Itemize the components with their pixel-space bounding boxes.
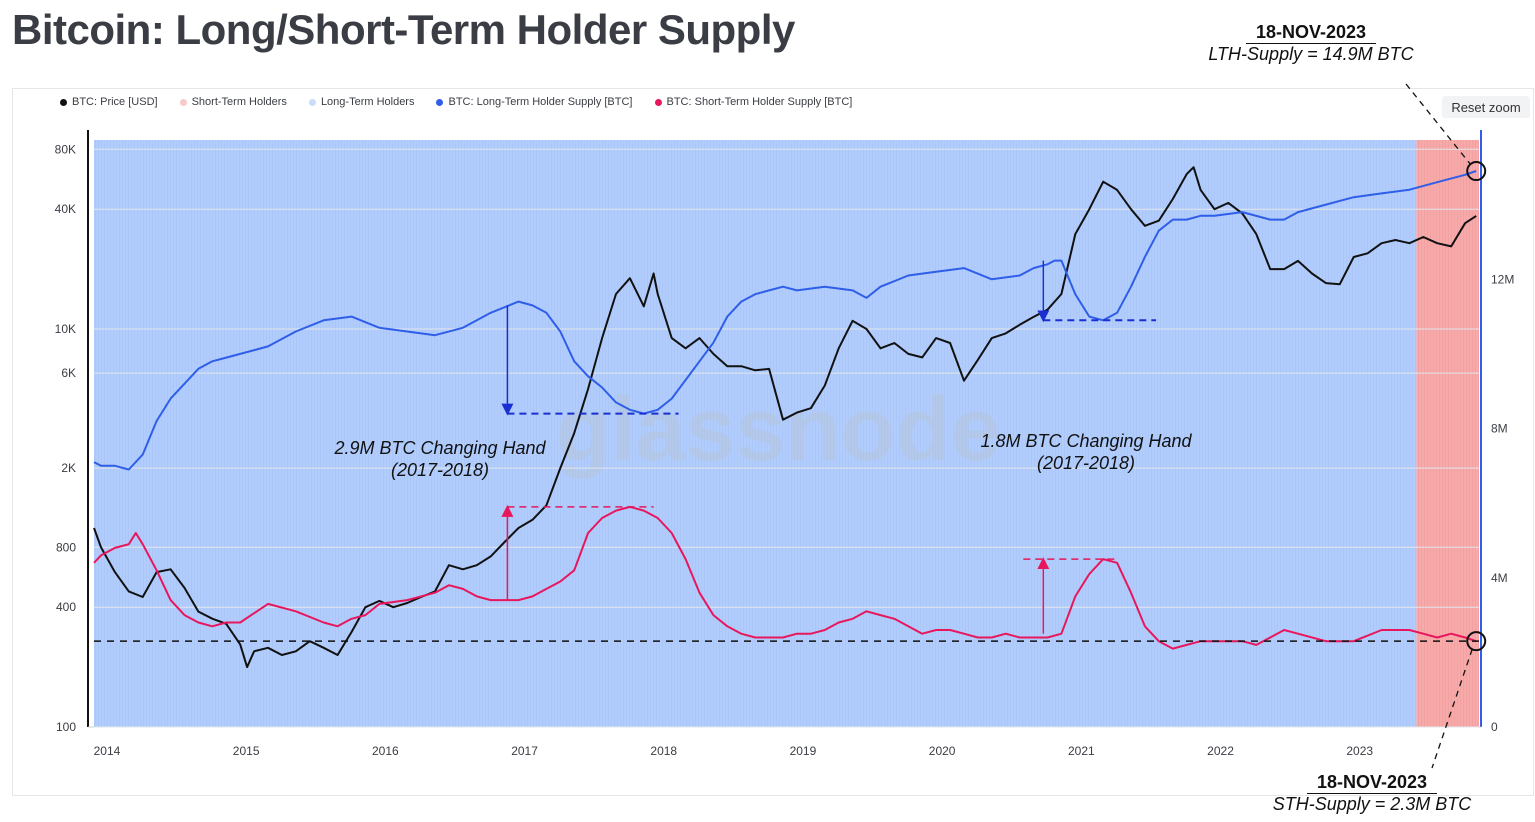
lth-callout-value: LTH-Supply = 14.9M BTC xyxy=(1208,44,1414,64)
lth-supply-line xyxy=(93,170,1477,471)
legend-item-sth-supply[interactable]: BTC: Short-Term Holder Supply [BTC] xyxy=(654,96,853,108)
sth-leader-line xyxy=(1431,648,1473,769)
y-left-tick-label: 100 xyxy=(56,720,76,734)
annotation-2017-line1: 2.9M BTC Changing Hand xyxy=(334,438,546,458)
legend-dot-sth-area xyxy=(179,98,187,106)
x-tick-label: 2023 xyxy=(1346,744,1373,758)
legend-dot-sth-supply xyxy=(654,98,662,106)
legend-item-lth-area[interactable]: Long-Term Holders xyxy=(308,96,415,108)
legend-item-price[interactable]: BTC: Price [USD] xyxy=(60,96,158,108)
legend-label-sth-supply: BTC: Short-Term Holder Supply [BTC] xyxy=(666,96,853,108)
legend-label-lth-area: Long-Term Holders xyxy=(320,96,415,108)
annotation-2021: 1.8M BTC Changing Hand (2017-2018) xyxy=(956,430,1216,474)
x-tick-label: 2014 xyxy=(94,744,121,758)
x-tick-label: 2020 xyxy=(929,744,956,758)
y-right-tick-label: 0 xyxy=(1491,720,1498,734)
lth-endpoint-circle xyxy=(1466,161,1487,182)
legend-label-sth-area: Short-Term Holders xyxy=(191,96,287,108)
x-tick-label: 2015 xyxy=(233,744,260,758)
lth-callout-date: 18-NOV-2023 xyxy=(1245,22,1377,44)
y-right-tick-label: 12M xyxy=(1491,272,1514,286)
x-tick-label: 2017 xyxy=(511,744,538,758)
y-right-tick-label: 8M xyxy=(1491,422,1508,436)
sth-callout-date: 18-NOV-2023 xyxy=(1306,772,1438,794)
watermark: glassnode xyxy=(555,380,1000,480)
annotation-2017-line2: (2017-2018) xyxy=(390,460,490,480)
lth-callout: 18-NOV-2023 LTH-Supply = 14.9M BTC xyxy=(1196,22,1426,65)
y-left-tick-label: 80K xyxy=(55,142,76,156)
legend-dot-price xyxy=(60,98,67,106)
x-tick-label: 2021 xyxy=(1068,744,1095,758)
x-tick-label: 2018 xyxy=(650,744,677,758)
y-left-tick-label: 2K xyxy=(61,461,76,475)
page-title: Bitcoin: Long/Short-Term Holder Supply xyxy=(12,6,795,53)
y-left-tick-label: 400 xyxy=(56,600,76,614)
legend-dot-lth-area xyxy=(308,98,316,106)
legend-label-price: BTC: Price [USD] xyxy=(72,96,158,108)
x-tick-label: 2016 xyxy=(372,744,399,758)
y-right-tick-label: 4M xyxy=(1491,571,1508,585)
legend-dot-lth-supply xyxy=(436,98,444,106)
lth-area xyxy=(94,140,1417,727)
annotation-2021-line2: (2017-2018) xyxy=(1036,453,1136,473)
area-stripes xyxy=(93,140,1478,727)
sth-callout-value: STH-Supply = 2.3M BTC xyxy=(1272,794,1472,814)
y-left-tick-label: 6K xyxy=(61,366,76,380)
annotation-2017: 2.9M BTC Changing Hand (2017-2018) xyxy=(310,437,570,481)
legend-label-lth-supply: BTC: Long-Term Holder Supply [BTC] xyxy=(448,96,633,108)
y-left-tick-label: 10K xyxy=(55,322,76,336)
x-tick-label: 2022 xyxy=(1207,744,1234,758)
y-left-tick-label: 800 xyxy=(56,540,76,554)
legend-item-lth-supply[interactable]: BTC: Long-Term Holder Supply [BTC] xyxy=(436,96,633,108)
reset-zoom-button[interactable]: Reset zoom xyxy=(1442,96,1530,118)
x-tick-label: 2019 xyxy=(790,744,817,758)
sth-callout: 18-NOV-2023 STH-Supply = 2.3M BTC xyxy=(1252,772,1492,815)
legend-item-sth-area[interactable]: Short-Term Holders xyxy=(179,96,287,108)
sth-supply-line xyxy=(93,505,1477,650)
sth-endpoint-circle xyxy=(1466,631,1487,652)
y-left-tick-label: 40K xyxy=(55,202,76,216)
legend: BTC: Price [USD] Short-Term Holders Long… xyxy=(60,96,852,108)
annotation-2021-line1: 1.8M BTC Changing Hand xyxy=(980,431,1192,451)
